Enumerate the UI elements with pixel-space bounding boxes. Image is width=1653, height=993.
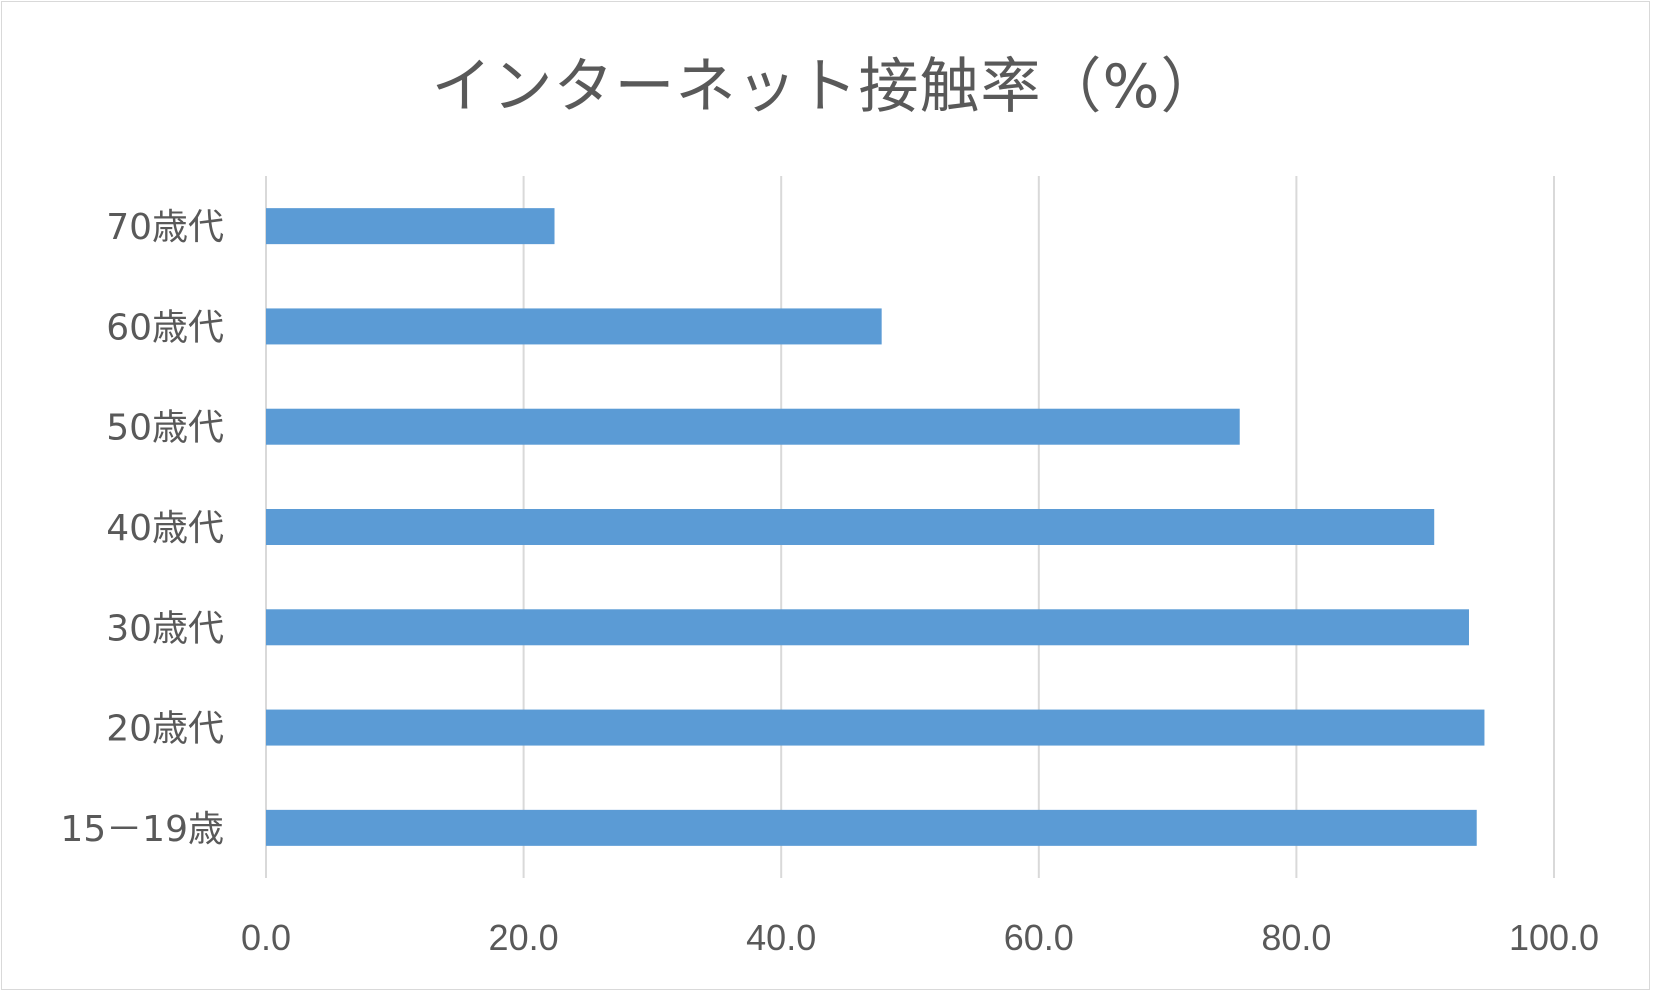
x-tick-label: 40.0	[746, 917, 816, 958]
x-tick-label: 100.0	[1509, 917, 1599, 958]
x-tick-label: 0.0	[241, 917, 291, 958]
x-tick-label: 20.0	[489, 917, 559, 958]
category-label: 50歳代	[106, 408, 224, 449]
x-tick-label: 80.0	[1261, 917, 1331, 958]
bar	[266, 609, 1469, 646]
bar	[266, 208, 555, 245]
x-tick-labels: 0.0 20.0 40.0 60.0 80.0 100.0	[241, 917, 1599, 958]
category-label: 30歳代	[106, 608, 224, 649]
bar	[266, 809, 1477, 846]
bar	[266, 408, 1240, 445]
x-tick-label: 60.0	[1004, 917, 1074, 958]
category-label: 20歳代	[106, 709, 224, 750]
category-label: 40歳代	[106, 508, 224, 549]
bar	[266, 709, 1485, 746]
category-label: 15－19歳	[60, 809, 224, 850]
category-label: 60歳代	[106, 307, 224, 348]
bars	[266, 208, 1485, 846]
category-label: 70歳代	[106, 207, 224, 248]
bar	[266, 308, 882, 345]
bar	[266, 509, 1435, 545]
category-labels: 70歳代 60歳代 50歳代 40歳代 30歳代 20歳代 15－19歳	[60, 207, 224, 850]
chart-title: インターネット接触率（%）	[431, 52, 1222, 122]
